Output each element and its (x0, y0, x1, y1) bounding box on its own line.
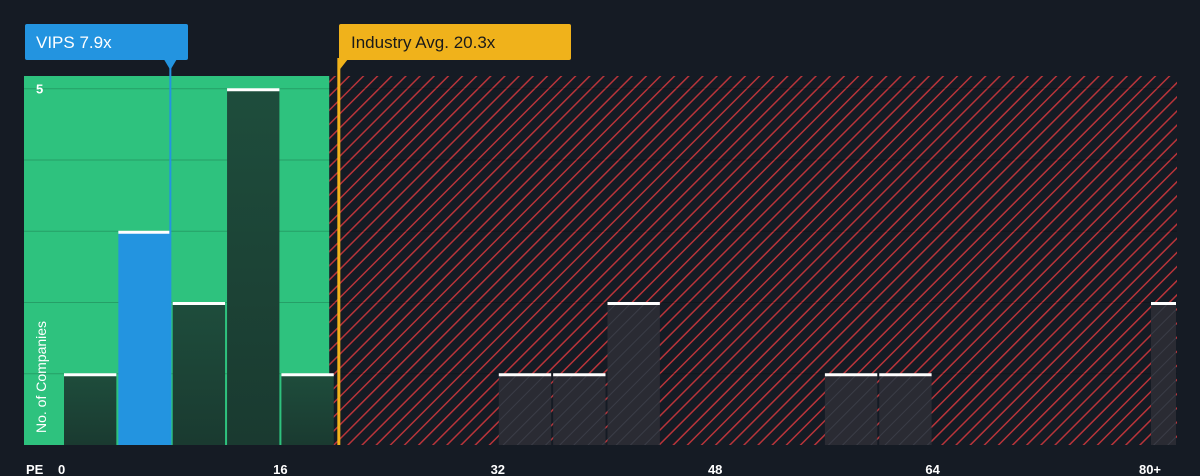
histogram-bar (553, 373, 606, 445)
histogram-bar (118, 231, 171, 445)
histogram-bar (498, 373, 552, 445)
histogram-bar (607, 302, 660, 445)
x-tick-label: 0 (58, 462, 65, 476)
industry-callout-box (339, 24, 571, 60)
histogram-bar (281, 373, 334, 445)
x-tick-label: 32 (491, 462, 505, 476)
histogram-bar (64, 373, 117, 445)
x-tick-label: 64 (925, 462, 940, 476)
histogram-bar (227, 88, 280, 445)
histogram-bar (172, 302, 226, 445)
x-tick-label: 16 (273, 462, 287, 476)
company-callout-box (25, 24, 188, 60)
histogram-bar (824, 373, 878, 445)
industry-callout-pointer (337, 58, 349, 72)
x-tick-label: 80+ (1139, 462, 1161, 476)
histogram-bar (879, 373, 932, 445)
histogram-bar (1151, 302, 1176, 445)
overvalued-zone (329, 76, 1177, 445)
company-callout: VIPS 7.9x (25, 24, 188, 70)
x-tick-label: 48 (708, 462, 722, 476)
company-callout-pointer (164, 60, 177, 70)
industry-callout-label: Industry Avg. 20.3x (351, 33, 496, 52)
x-axis-label: PE (26, 462, 44, 476)
company-callout-label: VIPS 7.9x (36, 33, 112, 52)
industry-callout: Industry Avg. 20.3x (337, 24, 571, 72)
y-tick-label: 5 (36, 82, 43, 97)
y-axis-label: No. of Companies (33, 321, 49, 433)
